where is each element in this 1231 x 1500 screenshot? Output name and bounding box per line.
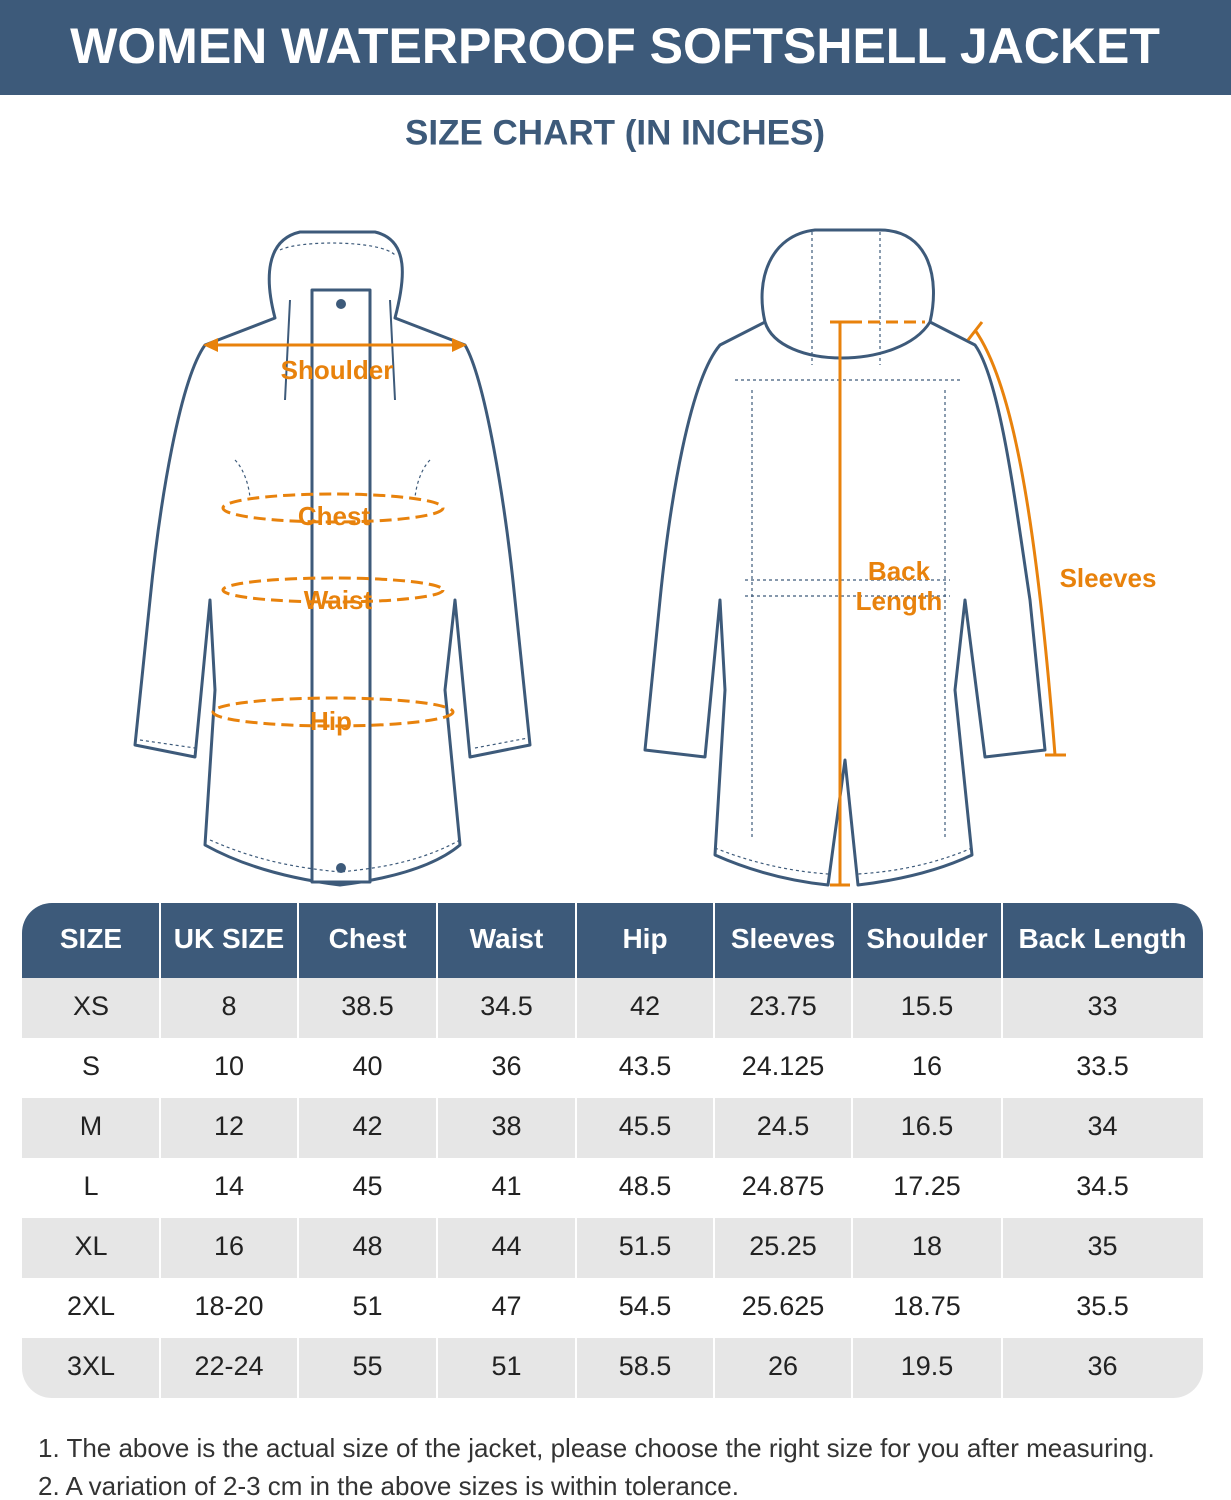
table-cell: 2XL [67, 1291, 115, 1321]
table-cell: 51 [491, 1351, 521, 1381]
table-cell: 43.5 [619, 1051, 672, 1081]
column-header: Shoulder [866, 923, 987, 954]
column-header: Hip [622, 923, 667, 954]
table-cell: 42 [630, 991, 660, 1021]
column-header: UK SIZE [174, 923, 284, 954]
subtitle: SIZE CHART (IN INCHES) [405, 113, 825, 152]
row-bg [22, 1218, 1203, 1278]
label-back-length: Length [856, 586, 943, 616]
row-bg [22, 1098, 1203, 1158]
table-cell: 38.5 [341, 991, 394, 1021]
label-shoulder: Shoulder [281, 355, 394, 385]
table-cell: 22-24 [194, 1351, 263, 1381]
table-cell: 16.5 [901, 1111, 954, 1141]
table-cell: 34 [1087, 1111, 1117, 1141]
table-cell: 18 [912, 1231, 942, 1261]
table-cell: 54.5 [619, 1291, 672, 1321]
table-cell: 26 [768, 1351, 798, 1381]
header-row [22, 903, 1203, 978]
table-cell: 55 [352, 1351, 382, 1381]
table-cell: 44 [491, 1231, 521, 1261]
table-cell: 40 [352, 1051, 382, 1081]
table-cell: 12 [214, 1111, 244, 1141]
table-cell: 10 [214, 1051, 244, 1081]
back-jacket [643, 228, 1047, 887]
table-cell: XL [74, 1231, 107, 1261]
measure-marks [203, 320, 1066, 887]
table-cell: XS [73, 991, 109, 1021]
size-table: SIZE UK SIZE Chest Waist Hip Sleeves Shoulder B… [22, 903, 1203, 1398]
column-header: Sleeves [731, 923, 835, 954]
label-waist: Waist [304, 585, 373, 615]
table-cell: S [82, 1051, 100, 1081]
table-cell: 48 [352, 1231, 382, 1261]
table-cell: 47 [491, 1291, 521, 1321]
label-back-length: Back [868, 556, 931, 586]
table-cell: 33.5 [1076, 1051, 1129, 1081]
table-cell: 36 [491, 1051, 521, 1081]
table-cell: 58.5 [619, 1351, 672, 1381]
table-cell: 51.5 [619, 1231, 672, 1261]
table-cell: 51 [352, 1291, 382, 1321]
table-cell: 25.25 [749, 1231, 817, 1261]
table-cell: 24.875 [742, 1171, 825, 1201]
table-cell: 45.5 [619, 1111, 672, 1141]
table-cell: 18-20 [194, 1291, 263, 1321]
table-cell: L [83, 1171, 98, 1201]
label-sleeves: Sleeves [1060, 563, 1157, 593]
table-cell: 14 [214, 1171, 244, 1201]
column-header: Chest [329, 923, 407, 954]
label-hip: Hip [310, 706, 352, 736]
table-cell: 23.75 [749, 991, 817, 1021]
table-cell: 18.75 [893, 1291, 961, 1321]
column-header: Back Length [1018, 923, 1186, 954]
table-cell: 19.5 [901, 1351, 954, 1381]
note: 1. The above is the actual size of the j… [38, 1433, 1155, 1463]
row-bg [22, 1158, 1203, 1218]
table-cell: 24.125 [742, 1051, 825, 1081]
front-jacket [133, 230, 532, 887]
title: WOMEN WATERPROOF SOFTSHELL JACKET [70, 18, 1160, 74]
table-cell: 25.625 [742, 1291, 825, 1321]
header-band [0, 0, 1231, 95]
table-body: SIZE UK SIZE Chest Waist Hip Sleeves Shoulder B… [22, 903, 1203, 1398]
table-cell: 35.5 [1076, 1291, 1129, 1321]
table-cell: 48.5 [619, 1171, 672, 1201]
row-bg [22, 1338, 1203, 1398]
table-cell: 15.5 [901, 991, 954, 1021]
table-cell: M [80, 1111, 103, 1141]
table-cell: 34.5 [480, 991, 533, 1021]
table-cell: 34.5 [1076, 1171, 1129, 1201]
table-cell: 36 [1087, 1351, 1117, 1381]
table-cell: 8 [221, 991, 236, 1021]
table-cell: 33 [1087, 991, 1117, 1021]
row-bg [22, 1278, 1203, 1338]
row-bg [22, 1038, 1203, 1098]
table-cell: 45 [352, 1171, 382, 1201]
note: 2. A variation of 2-3 cm in the above si… [38, 1471, 739, 1500]
table-cell: 41 [491, 1171, 521, 1201]
table-cell: 24.5 [757, 1111, 810, 1141]
label-chest: Chest [298, 501, 371, 531]
row-bg [22, 978, 1203, 1038]
table-cell: 38 [491, 1111, 521, 1141]
table-cell: 16 [912, 1051, 942, 1081]
column-header: SIZE [60, 923, 122, 954]
table-cell: 42 [352, 1111, 382, 1141]
column-header: Waist [470, 923, 544, 954]
table-cell: 35 [1087, 1231, 1117, 1261]
table-cell: 3XL [67, 1351, 115, 1381]
table-cell: 17.25 [893, 1171, 961, 1201]
table-cell: 16 [214, 1231, 244, 1261]
